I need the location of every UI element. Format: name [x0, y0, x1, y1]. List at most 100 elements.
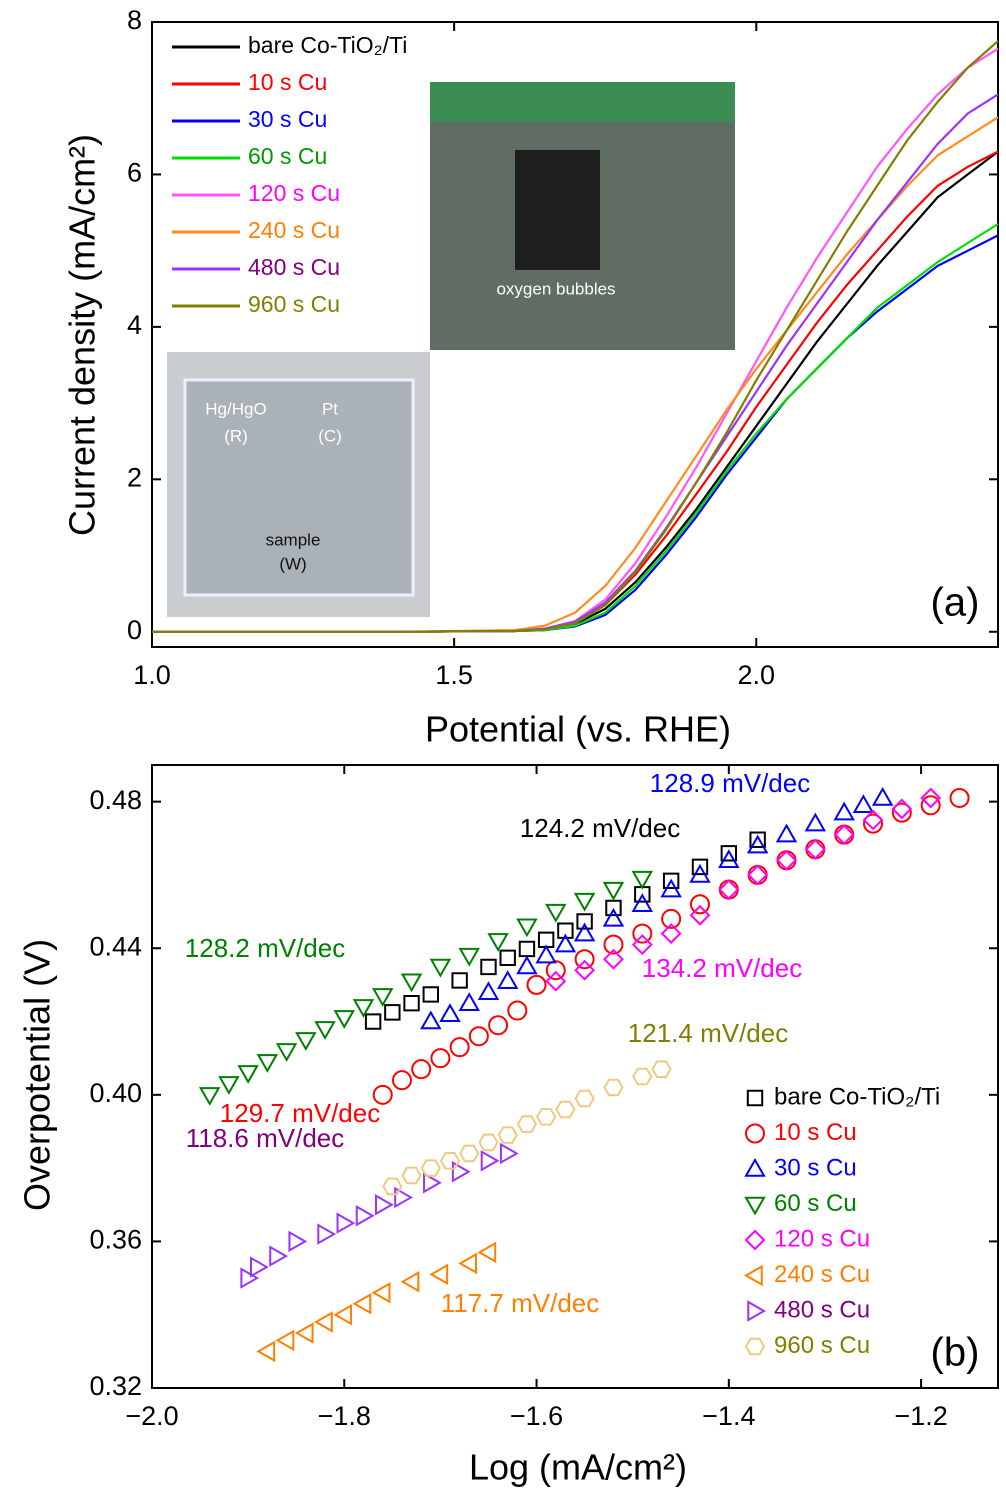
plot-frame	[151, 21, 999, 648]
data-point	[468, 1026, 489, 1047]
data-point	[384, 1004, 401, 1021]
slope-label: 128.9 mV/dec	[650, 768, 810, 798]
legend-marker	[745, 1123, 765, 1144]
data-point	[852, 794, 875, 814]
data-point	[833, 824, 855, 846]
data-point	[555, 1100, 576, 1119]
legend-label: 120 s Cu	[774, 1225, 870, 1252]
data-point	[401, 1166, 422, 1185]
data-point	[720, 845, 738, 862]
data-point	[631, 934, 653, 955]
data-point	[602, 881, 625, 901]
data-point	[805, 839, 826, 860]
slope-label: 118.6 mV/dec	[186, 1123, 345, 1153]
data-point	[891, 802, 912, 823]
data-point	[352, 999, 375, 1018]
data-point	[746, 834, 769, 854]
x-axis-label: Potential (vs. RHE)	[425, 709, 731, 750]
data-point	[718, 849, 740, 869]
legend-label: 240 s Cu	[248, 217, 340, 243]
y-axis-label: Current density (mA/cm²)	[62, 134, 103, 536]
data-point	[499, 949, 516, 966]
data-line	[152, 116, 999, 633]
inset-label: oxygen bubbles	[496, 279, 615, 298]
data-point	[400, 1270, 420, 1293]
x-tick-label: −2.0	[125, 1401, 178, 1431]
legend-label: 60 s Cu	[248, 143, 327, 169]
data-point	[749, 831, 766, 848]
data-point	[660, 878, 682, 898]
y-tick-label: 0.32	[89, 1371, 142, 1401]
legend-label: 60 s Cu	[774, 1190, 857, 1217]
data-point	[535, 944, 557, 964]
data-point	[603, 934, 624, 955]
data-point	[374, 1194, 394, 1216]
data-point	[314, 1021, 336, 1040]
data-point	[526, 974, 547, 995]
data-point	[573, 892, 596, 912]
slope-label: 128.2 mV/dec	[185, 933, 345, 963]
legend-marker	[744, 1157, 766, 1177]
data-point	[660, 923, 682, 944]
data-point	[480, 1150, 500, 1172]
data-point	[499, 1142, 519, 1165]
data-point	[602, 907, 625, 927]
data-point	[439, 1151, 461, 1170]
data-point	[336, 1212, 356, 1234]
inset-label: (W)	[279, 554, 306, 573]
legend-label: 240 s Cu	[774, 1261, 870, 1288]
legend-marker	[746, 1089, 764, 1107]
data-point	[776, 849, 797, 871]
y-tick-label: 0.40	[89, 1078, 142, 1108]
inset-label: Pt	[322, 399, 338, 418]
data-point	[480, 958, 497, 976]
data-point	[477, 981, 500, 1000]
data-point	[403, 995, 420, 1012]
x-tick-label: −1.4	[702, 1401, 755, 1431]
data-point	[458, 947, 480, 967]
data-point	[295, 1032, 317, 1051]
data-line	[152, 40, 999, 633]
inset-photo-band	[430, 82, 735, 122]
data-point	[747, 864, 769, 886]
data-point	[574, 949, 595, 970]
data-point	[545, 970, 567, 992]
data-point	[314, 1311, 333, 1333]
data-point	[662, 872, 680, 890]
data-point	[420, 1010, 442, 1030]
panel-label: (a)	[931, 581, 980, 625]
data-point	[573, 922, 596, 942]
data-point	[451, 972, 468, 989]
data-point	[391, 1070, 412, 1091]
x-tick-label: 2.0	[738, 660, 776, 690]
data-point	[545, 960, 566, 981]
inset-photo-cell	[183, 378, 415, 597]
data-point	[516, 1115, 538, 1133]
data-point	[537, 931, 555, 949]
data-point	[333, 1303, 353, 1326]
data-point	[554, 933, 577, 953]
inset-label: Hg/HgO	[205, 399, 266, 418]
data-point	[256, 1340, 276, 1363]
y-tick-label: 0.44	[89, 931, 142, 961]
data-point	[634, 886, 651, 903]
data-point	[422, 986, 439, 1003]
data-point	[269, 1245, 288, 1267]
data-point	[256, 1054, 279, 1073]
data-point	[496, 970, 519, 989]
data-point	[352, 1292, 372, 1315]
legend-label: 480 s Cu	[774, 1296, 870, 1323]
data-point	[198, 1087, 221, 1106]
y-tick-label: 8	[127, 5, 142, 35]
data-point	[920, 795, 941, 816]
data-point	[651, 1060, 672, 1078]
plot-frame	[151, 764, 999, 1389]
data-point	[920, 787, 942, 809]
data-point	[776, 850, 797, 871]
y-tick-label: 6	[127, 158, 142, 188]
data-point	[218, 1076, 240, 1095]
data-point	[429, 958, 452, 978]
data-point	[689, 863, 711, 883]
data-point	[747, 864, 768, 885]
legend-label: bare Co-TiO₂/Ti	[248, 32, 407, 58]
